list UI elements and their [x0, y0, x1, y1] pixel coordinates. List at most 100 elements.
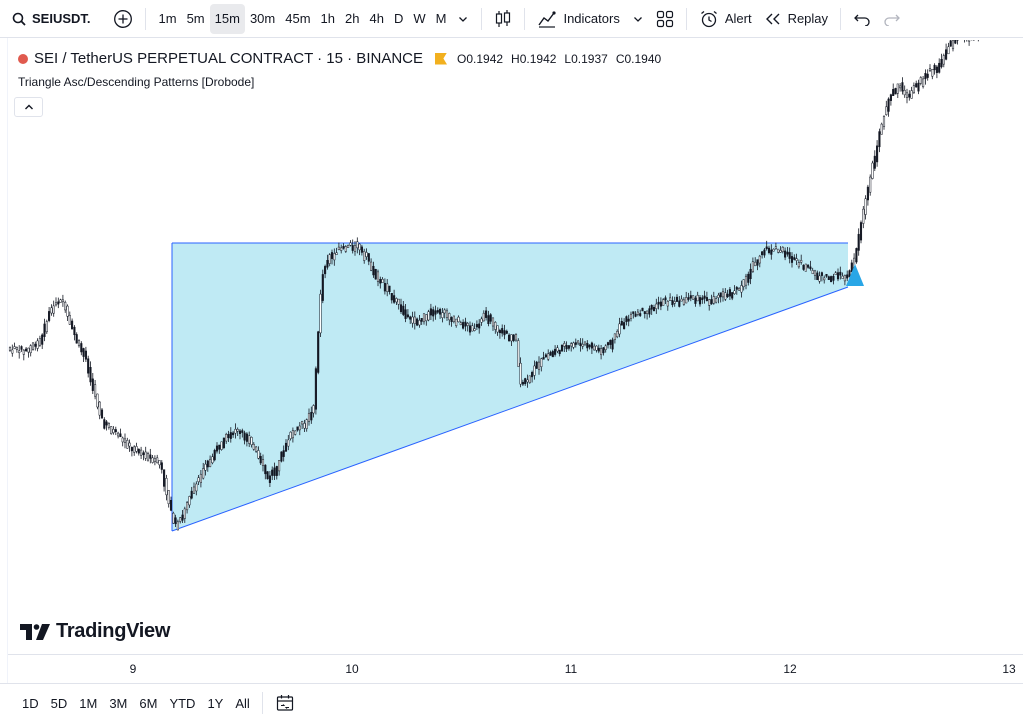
candle-body: [27, 347, 30, 353]
candle-body: [733, 290, 736, 295]
candle-body: [528, 375, 531, 383]
candle-body: [374, 269, 377, 280]
candle-body: [945, 49, 948, 60]
candle-body: [526, 379, 529, 383]
candle-body: [919, 77, 922, 84]
candle-body: [376, 271, 380, 282]
candle-body: [321, 274, 324, 301]
candle-body: [505, 330, 508, 334]
candle-body: [662, 299, 665, 306]
candle-body: [68, 315, 71, 325]
interval-w-button[interactable]: W: [413, 11, 426, 26]
candle-body: [604, 345, 607, 350]
go-to-date-button[interactable]: [269, 690, 301, 716]
candle-body: [583, 341, 587, 345]
candle-body: [758, 255, 761, 264]
candle-body: [264, 464, 267, 475]
candle-body: [878, 131, 881, 148]
interval-m-button[interactable]: M: [435, 11, 447, 26]
candle-body: [951, 40, 955, 50]
alert-button[interactable]: Alert: [693, 4, 758, 34]
candle-body: [349, 242, 352, 246]
candle-body: [682, 299, 685, 305]
candle-body: [749, 268, 752, 280]
candle-body: [284, 442, 288, 452]
time-axis[interactable]: 9 10 11 12 13: [8, 654, 1023, 682]
candle-body: [163, 469, 166, 487]
range-1y-button[interactable]: 1Y: [207, 695, 224, 711]
interval-d-button[interactable]: D: [393, 11, 404, 26]
candle-body: [199, 473, 202, 483]
candle-body: [643, 311, 646, 315]
range-all-button[interactable]: All: [235, 695, 250, 711]
chart-canvas[interactable]: [8, 40, 1023, 653]
candle-body: [537, 361, 541, 370]
candle-body: [738, 287, 741, 291]
candle-body: [949, 40, 952, 47]
range-6m-button[interactable]: 6M: [139, 695, 158, 711]
candle-body: [22, 349, 25, 355]
interval-4h-button[interactable]: 4h: [369, 11, 384, 26]
redo-icon: [883, 12, 901, 26]
interval-2h-button[interactable]: 2h: [345, 11, 360, 26]
candle-body: [450, 317, 453, 323]
price-chart[interactable]: [8, 40, 1023, 653]
candle-body: [80, 343, 83, 353]
range-5d-button[interactable]: 5D: [50, 695, 68, 711]
range-3m-button[interactable]: 3M: [109, 695, 128, 711]
candle-body: [268, 475, 271, 483]
indicators-dropdown-button[interactable]: [626, 4, 650, 34]
replay-button[interactable]: Replay: [758, 4, 834, 34]
candle-body: [885, 106, 888, 115]
time-axis-label: 12: [783, 662, 797, 676]
candle-body: [616, 331, 619, 338]
interval-5m-button[interactable]: 5m: [186, 11, 205, 26]
candle-body: [613, 333, 616, 340]
range-1m-button[interactable]: 1M: [79, 695, 98, 711]
interval-15m-button[interactable]: 15m: [209, 3, 245, 34]
chart-type-button[interactable]: [488, 4, 518, 34]
candle-body: [489, 314, 492, 322]
candle-body: [71, 320, 74, 330]
candle-body: [416, 318, 419, 326]
candle-body: [767, 247, 771, 253]
interval-45m-button[interactable]: 45m: [285, 11, 311, 26]
interval-1h-button[interactable]: 1h: [320, 11, 335, 26]
indicator-title[interactable]: Triangle Asc/Descending Patterns [Drobod…: [18, 75, 255, 89]
candle-body: [140, 449, 143, 456]
candle-body: [324, 266, 327, 275]
candle-body: [763, 249, 766, 256]
candle-body: [82, 348, 85, 357]
candle-body: [864, 198, 867, 215]
candle-body: [319, 293, 322, 334]
tradingview-logo[interactable]: TradingView: [20, 620, 170, 643]
compare-symbol-button[interactable]: [107, 4, 139, 34]
candle-body: [181, 514, 184, 521]
search-icon: [12, 12, 26, 26]
candle-body: [816, 272, 819, 280]
interval-1m-button[interactable]: 1m: [158, 11, 177, 26]
layouts-button[interactable]: [650, 4, 680, 34]
candle-body: [475, 324, 478, 328]
candle-body: [294, 430, 297, 435]
interval-30m-button[interactable]: 30m: [249, 11, 276, 26]
flag-icon[interactable]: [435, 52, 447, 65]
symbol-search-button[interactable]: SEIUSDT.: [0, 4, 97, 34]
redo-button[interactable]: [877, 4, 907, 34]
interval-dropdown-button[interactable]: [451, 4, 475, 34]
collapse-legend-button[interactable]: [14, 97, 43, 117]
candle-body: [560, 344, 564, 352]
candle-body: [197, 477, 200, 482]
candle-body: [501, 328, 504, 334]
indicators-button[interactable]: Indicators: [531, 4, 625, 34]
candle-body: [590, 342, 593, 349]
candle-body: [363, 251, 366, 261]
range-ytd-button[interactable]: YTD: [169, 695, 196, 711]
candle-body: [229, 432, 232, 439]
candle-body: [243, 432, 246, 441]
undo-button[interactable]: [847, 4, 877, 34]
candle-body: [298, 425, 301, 431]
range-1d-button[interactable]: 1D: [22, 695, 39, 711]
time-axis-label: 13: [1002, 662, 1016, 676]
candle-body: [611, 339, 614, 350]
